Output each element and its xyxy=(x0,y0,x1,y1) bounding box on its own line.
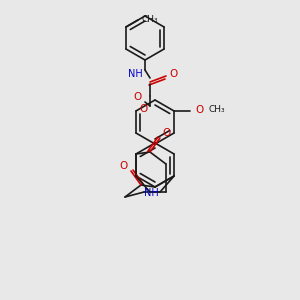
Text: O: O xyxy=(195,105,203,115)
Text: NH: NH xyxy=(128,69,142,79)
Text: CH₃: CH₃ xyxy=(208,106,225,115)
Text: O: O xyxy=(163,128,171,138)
Text: O: O xyxy=(140,104,148,114)
Text: NH: NH xyxy=(144,188,158,198)
Text: O: O xyxy=(134,92,142,102)
Text: O: O xyxy=(169,69,177,79)
Text: CH₃: CH₃ xyxy=(142,16,159,25)
Text: O: O xyxy=(120,161,128,171)
